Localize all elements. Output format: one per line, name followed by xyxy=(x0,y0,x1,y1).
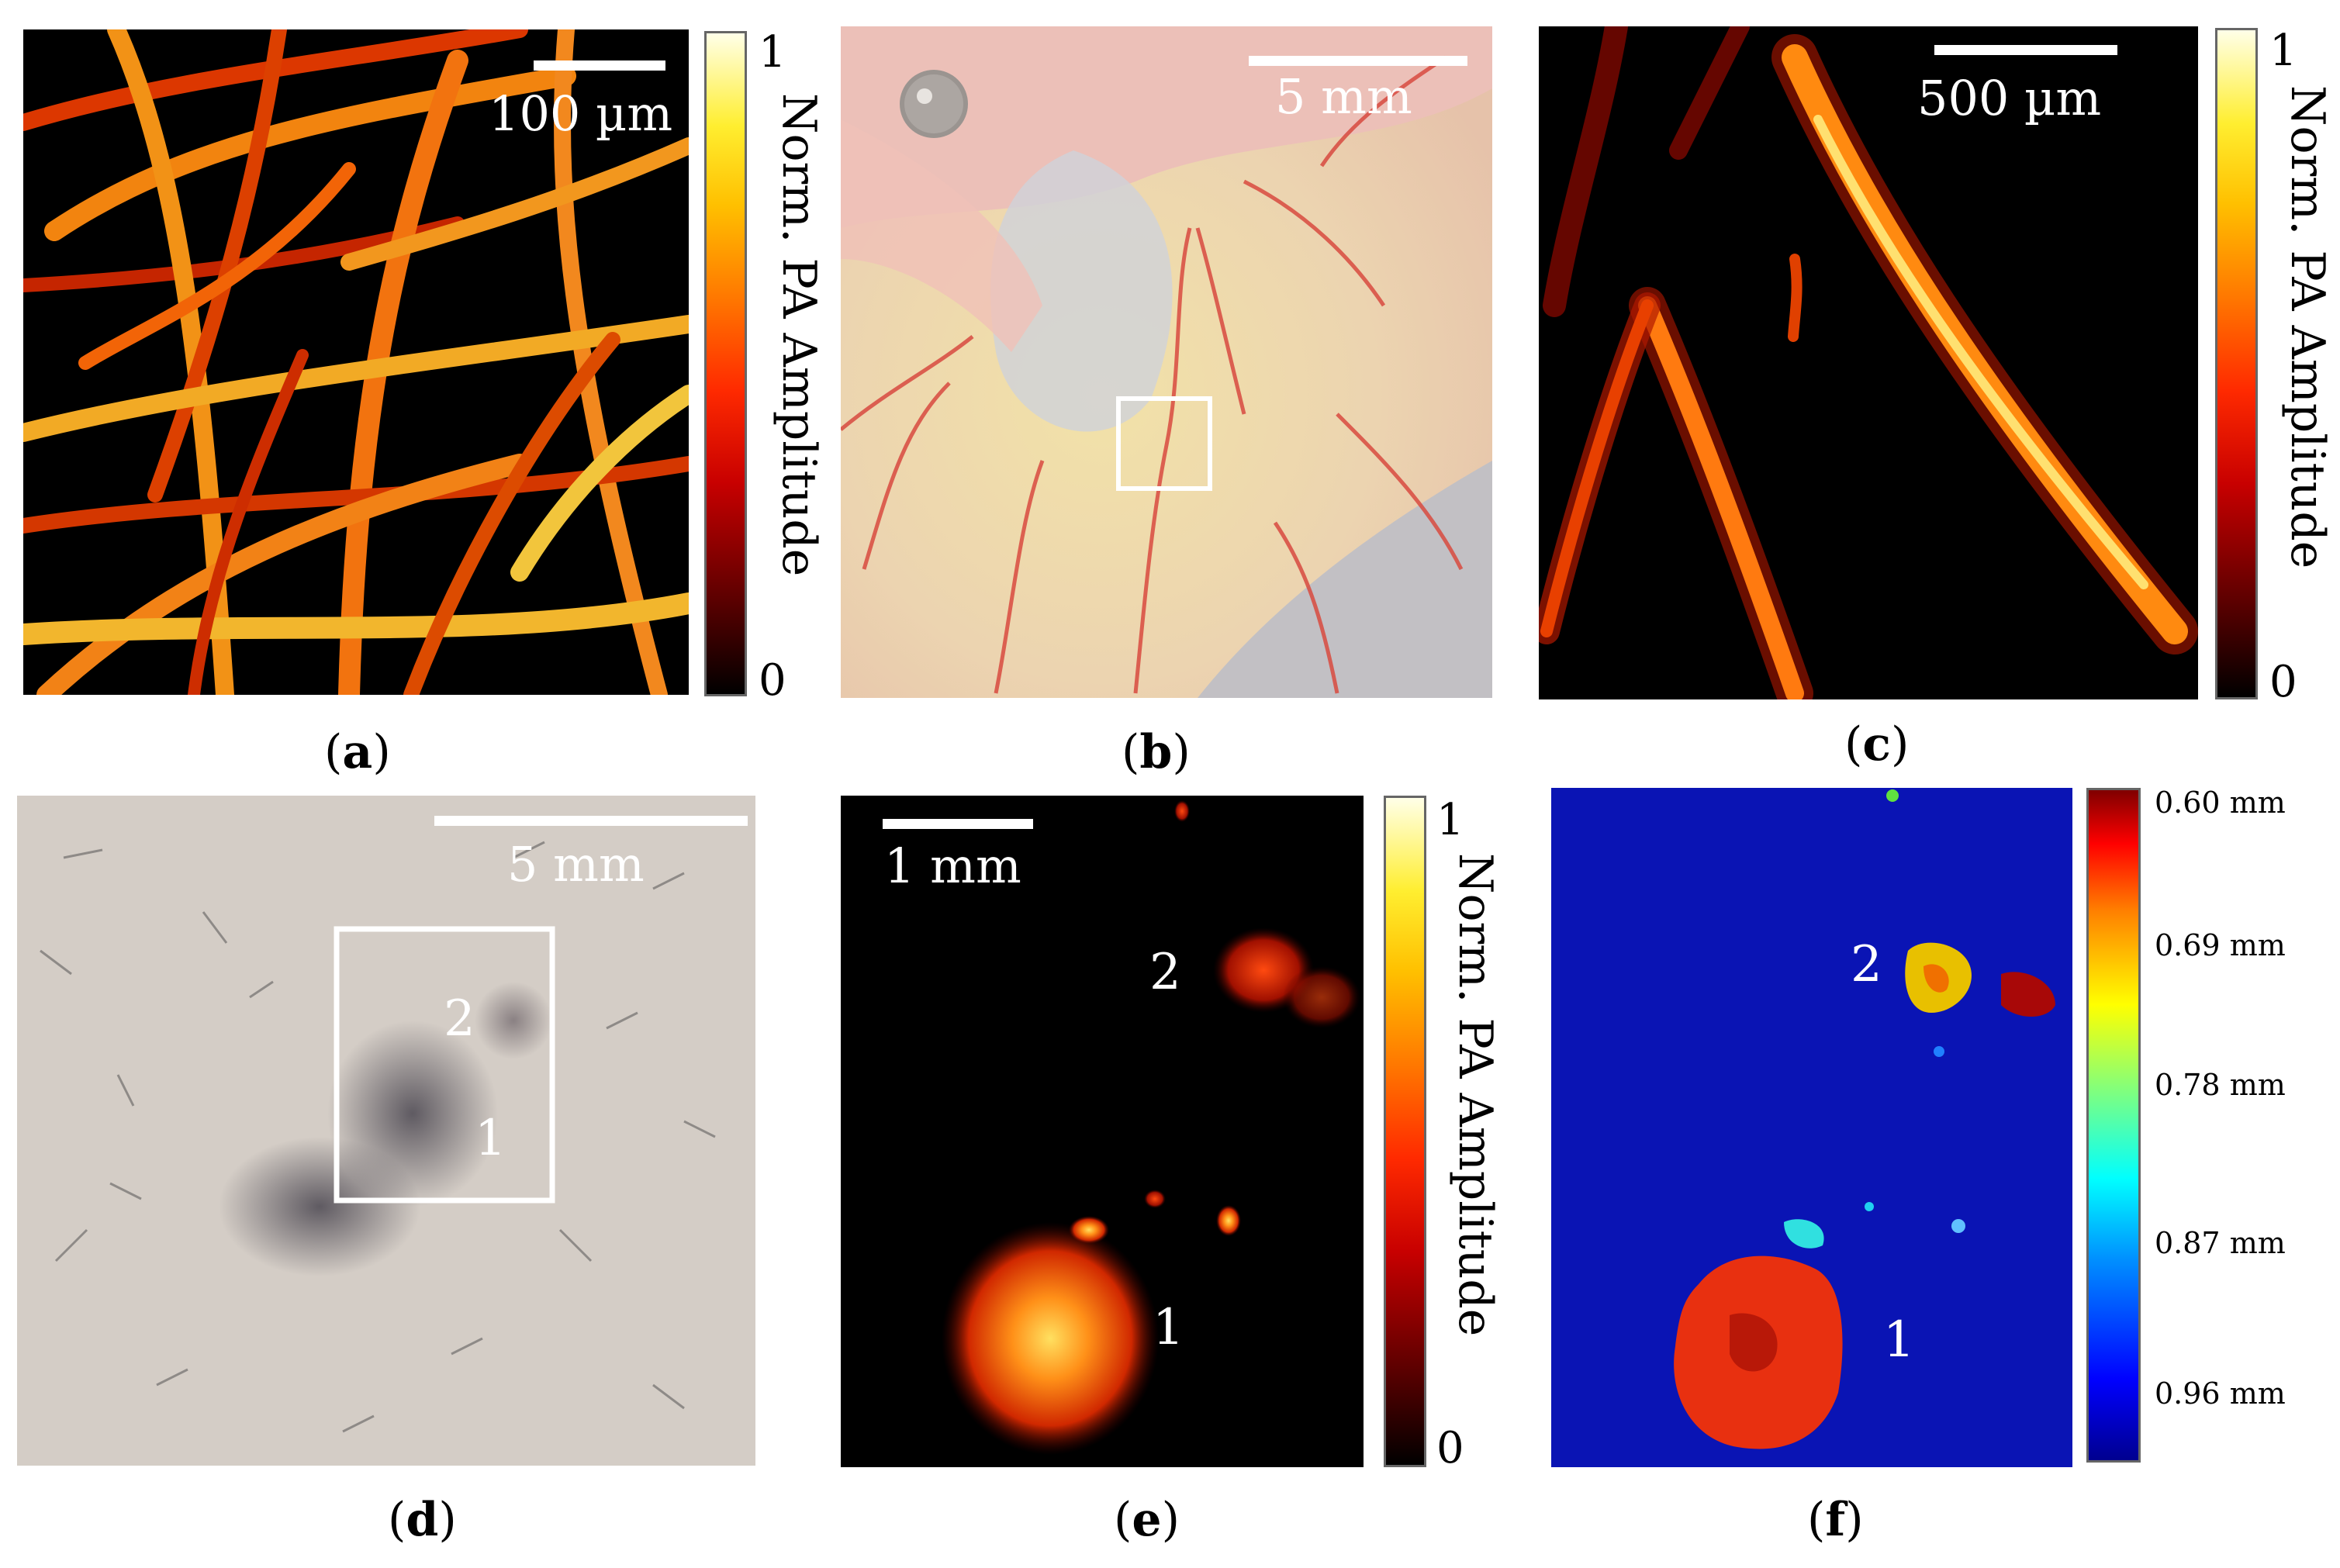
panel-b-photo: 5 mm xyxy=(841,26,1492,698)
panel-f-colorbar-tick-2: 0.78 mm xyxy=(2155,1068,2286,1102)
panel-a-scale-bar xyxy=(534,60,665,71)
panel-e-colorbar-title: Norm. PA Amplitude xyxy=(1448,853,1502,1337)
chick-embryo-photo xyxy=(841,26,1492,698)
panel-e-colorbar-min: 0 xyxy=(1436,1423,1464,1473)
panel-f-colorbar xyxy=(2086,788,2141,1463)
panel-c-colorbar-max: 1 xyxy=(2269,26,2297,76)
phantom-photo xyxy=(17,796,755,1466)
panel-b-scale-bar xyxy=(1249,56,1467,66)
panel-f-colorbar-tick-1: 0.69 mm xyxy=(2155,928,2286,962)
panel-e-colorbar xyxy=(1384,796,1426,1467)
panel-f-caption: (f) xyxy=(1807,1493,1864,1547)
panel-a-colorbar-max: 1 xyxy=(759,27,786,78)
panel-a-caption: (a) xyxy=(324,725,391,779)
panel-a-image: 100 µm xyxy=(23,29,689,695)
panel-e-scale-bar xyxy=(883,819,1033,829)
panel-a-colorbar-min: 0 xyxy=(759,655,786,706)
panel-f-colorbar-tick-0: 0.60 mm xyxy=(2155,786,2286,820)
panel-f-roi-label-2: 2 xyxy=(1851,936,1882,993)
panel-d-roi-label-2: 2 xyxy=(444,990,475,1048)
panel-e-roi-label-1: 1 xyxy=(1153,1299,1184,1356)
phantom-pa-image xyxy=(841,796,1364,1467)
panel-e-roi-label-2: 2 xyxy=(1149,944,1181,1001)
panel-c-scale-bar xyxy=(1934,45,2117,55)
panel-e-image: 1 mm 2 1 xyxy=(841,796,1364,1467)
panel-a-colorbar xyxy=(704,31,747,696)
panel-f-roi-label-1: 1 xyxy=(1883,1311,1915,1369)
vessel-pa-image xyxy=(1539,26,2198,699)
panel-d-photo: 5 mm 2 1 xyxy=(17,796,755,1466)
panel-e-colorbar-max: 1 xyxy=(1436,795,1464,845)
panel-f-image: 2 1 xyxy=(1551,788,2072,1467)
panel-c-caption: (c) xyxy=(1844,717,1910,772)
panel-d-scale-label: 5 mm xyxy=(507,836,645,893)
panel-a-scale-label: 100 µm xyxy=(489,85,673,142)
depth-map-image xyxy=(1551,788,2072,1467)
panel-e-scale-label: 1 mm xyxy=(884,838,1021,894)
panel-c-scale-label: 500 µm xyxy=(1917,70,2102,126)
panel-d-roi-label-1: 1 xyxy=(475,1110,506,1167)
panel-b-caption: (b) xyxy=(1122,725,1191,779)
panel-d-scale-bar xyxy=(434,816,748,826)
panel-e-caption: (e) xyxy=(1114,1493,1180,1547)
fiber-network-pa-image xyxy=(23,29,689,695)
panel-c-colorbar-title: Norm. PA Amplitude xyxy=(2280,85,2335,569)
panel-c-colorbar-min: 0 xyxy=(2269,657,2297,707)
panel-a-colorbar-title: Norm. PA Amplitude xyxy=(772,93,826,577)
panel-b-scale-label: 5 mm xyxy=(1275,68,1412,125)
panel-f-colorbar-tick-3: 0.87 mm xyxy=(2155,1226,2286,1260)
panel-f-colorbar-tick-4: 0.96 mm xyxy=(2155,1376,2286,1411)
panel-c-colorbar xyxy=(2215,28,2258,699)
panel-d-caption: (d) xyxy=(388,1493,457,1547)
panel-c-image: 500 µm xyxy=(1539,26,2198,699)
